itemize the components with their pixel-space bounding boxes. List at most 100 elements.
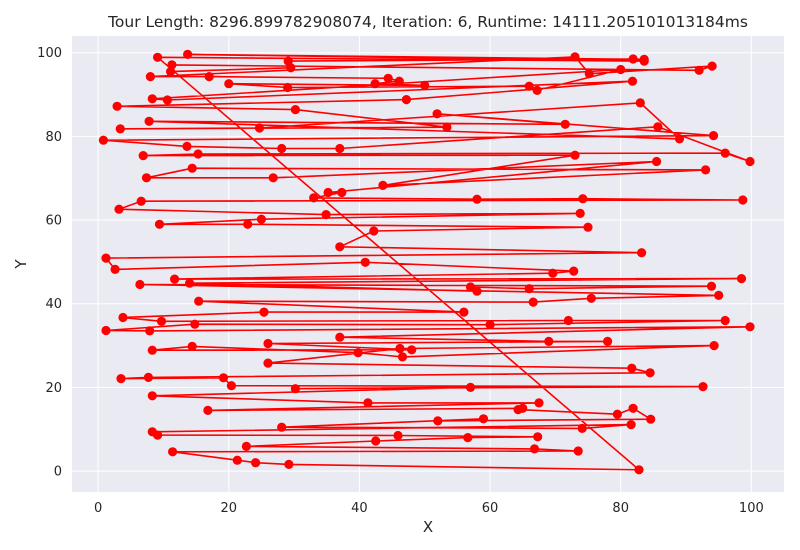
city-point (485, 320, 495, 330)
city-point (168, 447, 178, 457)
y-tick-label: 100 (37, 46, 62, 61)
city-point (560, 119, 570, 129)
city-point (277, 422, 287, 432)
x-tick-label: 80 (612, 501, 629, 516)
city-point (720, 148, 730, 158)
city-point (563, 315, 574, 326)
city-point (674, 134, 685, 144)
city-point (583, 222, 593, 232)
chart-title: Tour Length: 8296.899782908074, Iteratio… (107, 13, 748, 31)
city-point (432, 109, 442, 119)
city-point (524, 81, 534, 91)
city-point (513, 405, 523, 415)
city-point (603, 336, 613, 346)
city-point (627, 76, 638, 86)
city-point (395, 343, 405, 354)
x-tick-label: 100 (739, 501, 764, 516)
city-point (110, 264, 120, 274)
city-point (442, 122, 452, 132)
city-point (143, 372, 153, 382)
city-point (698, 382, 708, 392)
city-point (472, 286, 482, 296)
y-tick-labels: 0 20 40 60 80 100 (37, 46, 62, 479)
city-point (707, 61, 717, 71)
city-point (652, 156, 662, 167)
city-point (635, 98, 645, 108)
city-point (154, 219, 165, 229)
city-point (544, 336, 554, 346)
city-point (465, 282, 476, 292)
city-point (185, 278, 195, 288)
city-point (420, 80, 430, 90)
city-point (309, 193, 319, 203)
city-point (383, 73, 393, 83)
city-point (407, 345, 417, 355)
city-point (378, 180, 388, 190)
city-point (283, 82, 293, 93)
city-point (145, 326, 155, 336)
y-tick-label: 0 (54, 465, 62, 480)
city-point (323, 187, 333, 198)
city-point (187, 163, 197, 173)
city-point (141, 173, 152, 183)
plot-background (72, 36, 784, 492)
city-point (243, 219, 253, 229)
city-point (259, 307, 269, 317)
city-point (639, 54, 649, 64)
city-point (268, 173, 278, 183)
city-point (433, 416, 443, 426)
city-point (335, 143, 345, 154)
city-point (534, 398, 544, 408)
city-point (263, 358, 273, 368)
city-point (401, 95, 411, 105)
city-point (136, 196, 146, 206)
city-point (153, 52, 163, 62)
city-point (577, 423, 587, 433)
city-point (720, 315, 730, 326)
city-point (147, 391, 157, 401)
city-point (101, 325, 111, 336)
city-point (114, 204, 124, 214)
city-point (745, 156, 755, 167)
city-point (241, 441, 251, 451)
city-point (193, 149, 203, 159)
city-point (335, 242, 345, 252)
city-point (335, 332, 345, 342)
city-point (745, 322, 755, 332)
tour-series (98, 49, 755, 475)
city-point (190, 319, 200, 329)
city-point (353, 348, 363, 358)
city-point (646, 414, 656, 424)
city-point (738, 195, 748, 205)
city-point (251, 458, 261, 468)
city-point (612, 409, 623, 419)
city-point (570, 150, 580, 160)
city-point (170, 274, 180, 284)
city-point (472, 194, 482, 204)
city-point (533, 432, 543, 442)
city-point (224, 79, 234, 89)
city-point (147, 94, 157, 104)
city-point (286, 63, 296, 73)
city-point (397, 352, 408, 362)
city-point (182, 141, 192, 151)
city-point (370, 79, 380, 89)
x-tick-labels: 0 20 40 60 80 100 (94, 501, 764, 516)
city-point (584, 69, 594, 79)
city-point (708, 131, 719, 141)
city-point (578, 194, 588, 204)
city-point (478, 414, 489, 424)
city-point (135, 279, 145, 290)
city-point (115, 124, 125, 134)
city-point (628, 403, 638, 413)
city-point (183, 49, 193, 60)
city-point (569, 266, 579, 276)
city-point (524, 284, 534, 294)
city-point (736, 274, 747, 284)
city-point (706, 281, 717, 291)
city-point (118, 312, 128, 323)
city-point (145, 72, 155, 82)
x-tick-label: 20 (220, 501, 237, 516)
x-axis-label: X (423, 518, 433, 536)
